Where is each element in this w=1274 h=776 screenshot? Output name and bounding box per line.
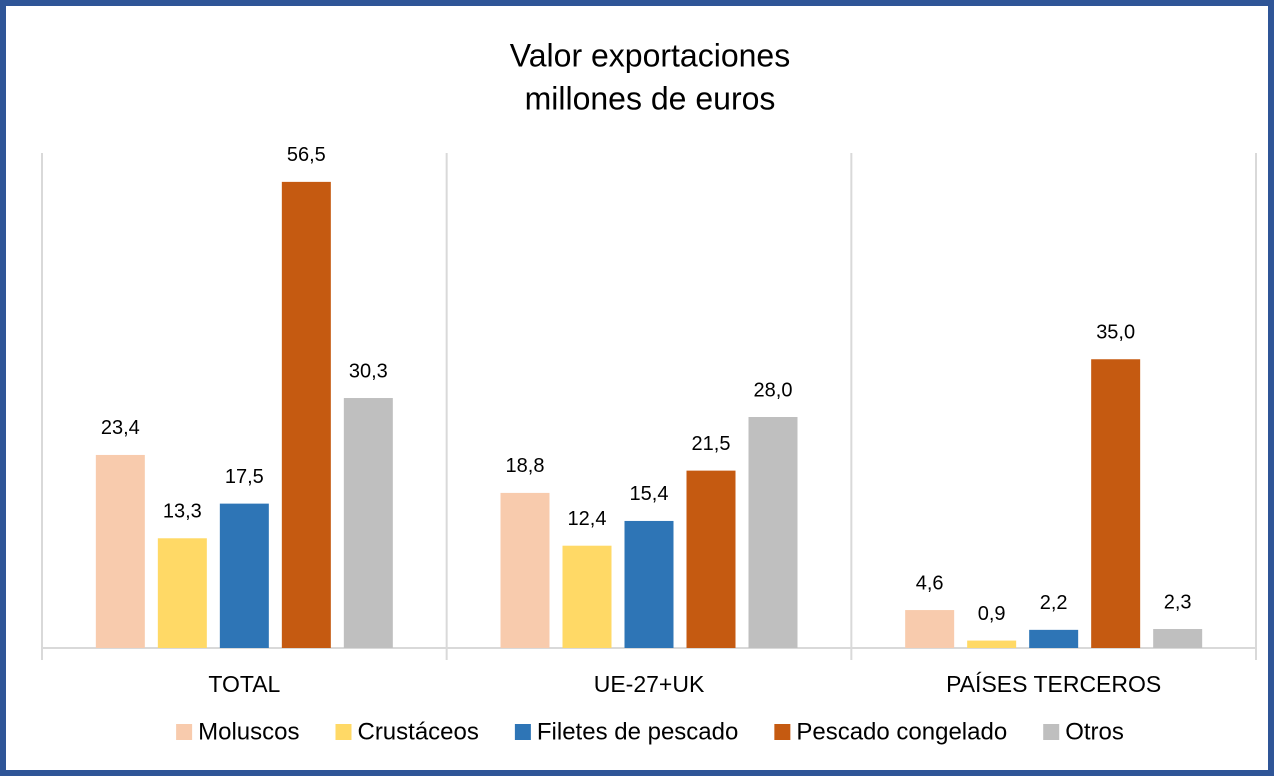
legend-swatch [514,724,531,740]
data-label: 56,5 [287,144,326,166]
data-label: 2,3 [1164,591,1192,613]
x-tick-label: UE-27+UK [594,671,705,697]
legend-label: Moluscos [198,718,299,745]
legend-label: Otros [1065,718,1124,745]
bar [1091,359,1141,648]
bar [905,610,955,648]
data-label: 17,5 [225,466,264,488]
legend-label: Filetes de pescado [537,718,738,745]
legend-swatch [176,724,193,740]
bar [157,538,207,648]
legend-label: Crustáceos [357,718,478,745]
chart-subtitle: millones de euros [525,80,776,116]
data-label: 30,3 [349,360,388,382]
chart-title: Valor exportaciones [510,37,790,73]
data-label: 23,4 [101,417,140,439]
bar [562,545,612,648]
bar [1153,629,1203,648]
legend-label: Pescado congelado [796,718,1007,745]
x-tick-label: TOTAL [208,671,280,697]
data-label: 35,0 [1096,322,1135,344]
bar [219,503,269,648]
data-label: 18,8 [506,455,545,477]
bar [967,640,1017,648]
legend-swatch [774,724,791,740]
legend-swatch [335,724,352,740]
data-label: 4,6 [916,572,944,594]
data-label: 28,0 [754,379,793,401]
data-label: 12,4 [568,508,607,530]
data-label: 21,5 [692,433,731,455]
bar [1029,629,1079,648]
bar [686,470,736,648]
bar [95,454,145,648]
data-label: 15,4 [630,483,669,505]
legend-swatch [1043,724,1060,740]
data-label: 13,3 [163,501,202,523]
bar [748,417,798,648]
x-tick-label: PAÍSES TERCEROS [946,671,1161,697]
data-label: 0,9 [978,603,1006,625]
bar [624,520,674,648]
bar [500,492,550,648]
bar [343,398,393,648]
bar [281,181,331,648]
data-label: 2,2 [1040,592,1068,614]
